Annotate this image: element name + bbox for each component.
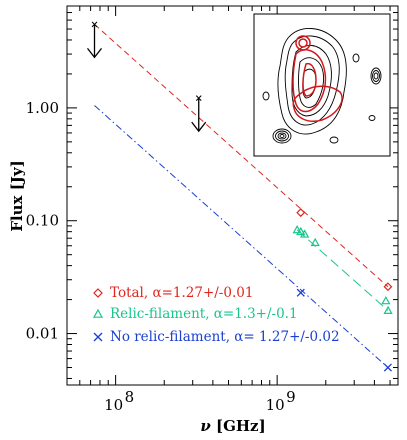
data-point-cross <box>296 288 305 297</box>
x-tick-label-mantissa: 10 <box>266 396 285 414</box>
y-tick-label: 0.01 <box>26 325 59 343</box>
legend-item: No relic-filament, α= 1.27+/-0.02 <box>93 329 340 345</box>
data-point-diamond <box>296 208 306 218</box>
legend-marker-cross <box>93 332 103 342</box>
upper-limit-head <box>86 47 103 59</box>
legend-label: Total, α=1.27+/-0.01 <box>110 285 253 301</box>
legend-label: Relic-filament, α=1.3+/-0.1 <box>110 306 298 322</box>
data-point-triangle <box>381 295 391 305</box>
legend-marker-diamond <box>93 288 103 298</box>
x-tick-label: 10 9 <box>266 388 296 414</box>
upper-limit-head <box>191 121 207 133</box>
data-point-cross <box>383 363 392 372</box>
data-point-triangle <box>383 305 393 315</box>
x-tick-label-mantissa: 10 <box>104 396 123 414</box>
legend-marker-triangle <box>92 308 104 318</box>
x-tick-label-exponent: 8 <box>125 388 135 406</box>
upper-limits <box>86 21 207 133</box>
y-tick-label: 1.00 <box>26 99 59 117</box>
data-point-triangle <box>310 237 320 247</box>
legend: Total, α=1.27+/-0.01 Relic-filament, α=1.… <box>92 285 340 345</box>
legend-marker-cross-stroke <box>93 332 103 342</box>
y-tick-label: 0.10 <box>26 212 59 230</box>
legend-label: No relic-filament, α= 1.27+/-0.02 <box>110 329 340 345</box>
legend-item: Relic-filament, α=1.3+/-0.1 <box>92 306 298 322</box>
data-point-triangle <box>300 229 310 238</box>
upper-limit-arrow <box>191 95 207 133</box>
x-tick-label: 10 8 <box>104 388 134 414</box>
legend-item: Total, α=1.27+/-0.01 <box>93 285 253 301</box>
axis-ticks <box>66 5 398 385</box>
data-point-diamond <box>383 282 393 292</box>
x-tick-label-exponent: 9 <box>286 388 296 406</box>
plot-frame <box>66 5 399 386</box>
data-point-cross-stroke <box>383 363 392 372</box>
data-point-triangle <box>292 225 302 234</box>
fit-line <box>296 229 389 311</box>
upper-limit-arrow <box>86 21 103 59</box>
x-axis-label: ν [GHz] <box>200 417 265 435</box>
data-markers <box>292 208 393 372</box>
fit-line <box>94 23 389 288</box>
data-point-triangle <box>296 226 306 236</box>
data-point-cross-stroke <box>296 288 305 297</box>
radio-contour-map-icon <box>253 13 391 157</box>
y-axis-label: Flux [Jy] <box>8 160 26 231</box>
